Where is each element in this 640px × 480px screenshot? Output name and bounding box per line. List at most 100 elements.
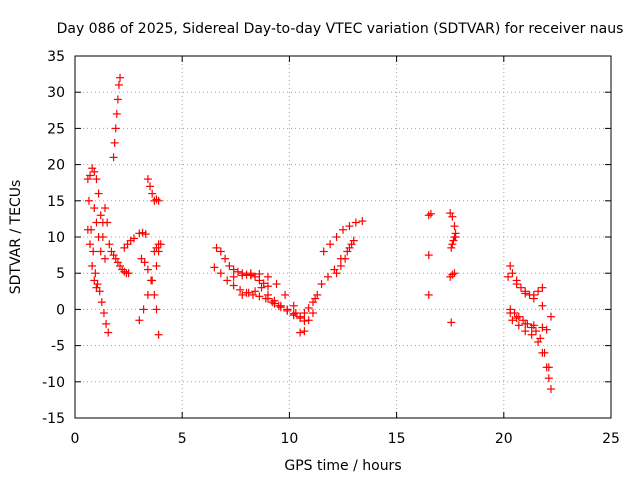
series-arc-i (150, 240, 165, 256)
data-point (102, 319, 111, 328)
data-point (143, 265, 152, 274)
data-point (317, 280, 326, 289)
data-point (120, 267, 129, 276)
data-point (451, 229, 460, 238)
series-arc-t (319, 217, 367, 256)
data-point (233, 267, 242, 276)
data-point (339, 225, 347, 234)
y-tick-label: -5 (51, 339, 65, 355)
data-point (512, 314, 521, 323)
data-point (534, 337, 543, 346)
data-point (446, 209, 455, 218)
data-point (508, 269, 517, 278)
data-point (345, 222, 354, 231)
data-point (150, 290, 159, 299)
data-point (221, 254, 230, 263)
data-point (248, 290, 257, 299)
y-tick-label: 25 (47, 121, 65, 137)
grid (75, 56, 611, 418)
data-point (104, 328, 113, 337)
data-point (124, 269, 133, 278)
data-point (216, 247, 225, 256)
data-point (251, 287, 260, 296)
data-point (92, 175, 101, 184)
data-point (514, 321, 523, 330)
x-tick-label: 25 (602, 431, 620, 447)
data-point (255, 292, 264, 301)
data-point (506, 309, 515, 318)
y-tick-label: 10 (47, 230, 65, 246)
data-point (94, 189, 103, 198)
data-point (83, 225, 92, 234)
x-tick-label: 20 (495, 431, 513, 447)
data-point (447, 243, 456, 252)
x-tick-label: 10 (280, 431, 298, 447)
data-point (152, 305, 161, 314)
data-point (426, 209, 435, 218)
data-point (270, 299, 279, 308)
data-point (531, 327, 540, 336)
data-point (147, 276, 156, 285)
series-arc-v (424, 209, 435, 299)
data-point (118, 265, 127, 274)
data-point (424, 251, 433, 260)
series-arc-d (120, 234, 138, 252)
data-point (116, 261, 125, 270)
series-arc-f (143, 175, 163, 205)
data-point (88, 164, 97, 173)
data-point (450, 269, 459, 278)
y-tick-label: 20 (47, 158, 65, 174)
data-point (506, 261, 515, 270)
data-point (225, 261, 234, 270)
data-point (154, 196, 163, 205)
data-point (105, 240, 114, 249)
data-point (236, 285, 245, 294)
data-point (276, 303, 285, 312)
data-point (114, 80, 123, 89)
series-arc-z1 (506, 261, 547, 299)
data-point (319, 247, 328, 256)
data-point (140, 258, 149, 267)
data-point (272, 280, 281, 289)
series-arc-w (446, 209, 460, 241)
data-point (538, 323, 547, 332)
data-point (538, 348, 547, 357)
data-point (263, 272, 272, 281)
data-point (542, 325, 551, 334)
data-point (139, 305, 148, 314)
data-point (107, 247, 116, 256)
data-point (210, 263, 219, 272)
data-point (448, 270, 457, 279)
data-point (546, 385, 555, 394)
data-point (238, 271, 247, 280)
data-point (101, 254, 110, 263)
series-arc-o (263, 294, 298, 318)
data-point (90, 276, 99, 285)
data-point (536, 334, 545, 343)
data-point (113, 95, 122, 104)
data-point (129, 234, 138, 243)
series-arc-k (210, 263, 283, 310)
data-point (257, 283, 266, 292)
series-arc-a4 (83, 225, 101, 292)
data-point (358, 217, 367, 226)
data-point (544, 374, 553, 383)
data-point (251, 272, 260, 281)
data-point (83, 175, 92, 184)
data-point (110, 138, 119, 147)
data-point (512, 280, 521, 289)
data-point (534, 287, 543, 296)
y-tick-label: 5 (56, 266, 65, 282)
series-arc-s (317, 240, 356, 289)
y-axis-label: SDTVAR / TECUs (8, 180, 24, 295)
data-point (504, 272, 513, 281)
data-point (527, 323, 536, 332)
data-point (323, 272, 332, 281)
data-point (238, 290, 247, 299)
data-point (345, 243, 354, 252)
y-tick-label: 0 (56, 302, 65, 318)
data-point (332, 269, 341, 278)
data-point (343, 247, 352, 256)
data-point (538, 283, 547, 292)
data-point (308, 309, 317, 318)
